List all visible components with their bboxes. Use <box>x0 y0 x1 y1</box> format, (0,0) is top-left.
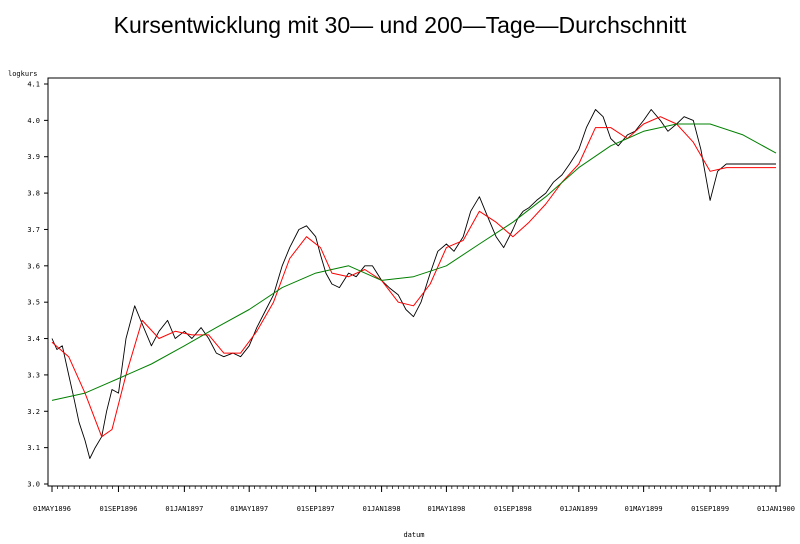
x-tick-label: 01JAN1900 <box>757 505 795 513</box>
y-axis-label: logkurs <box>8 70 38 78</box>
y-tick-label: 3.8 <box>27 190 40 198</box>
y-tick-label: 4.0 <box>27 117 40 125</box>
x-tick-label: 01MAY1896 <box>33 505 71 513</box>
plot-frame <box>47 77 781 487</box>
y-tick-label: 3.7 <box>27 226 40 234</box>
y-tick-label: 3.4 <box>27 335 40 343</box>
x-tick-label: 01JAN1898 <box>363 505 401 513</box>
x-tick-label: 01JAN1897 <box>165 505 203 513</box>
y-tick-label: 3.1 <box>27 444 40 452</box>
y-tick-label: 3.9 <box>27 153 40 161</box>
y-tick-label: 3.0 <box>27 481 40 489</box>
y-tick-label: 3.2 <box>27 408 40 416</box>
x-tick-label: 01MAY1898 <box>427 505 465 513</box>
x-axis: 01MAY1896 01SEP1896 01JAN1897 01MAY1897 01SE… <box>33 486 795 513</box>
y-tick-label: 4.1 <box>27 81 40 89</box>
x-tick-label: 01SEP1898 <box>494 505 532 513</box>
y-tick-label: 3.6 <box>27 262 40 270</box>
y-axis: 3.0 3.1 3.2 3.3 3.4 3.5 3.6 3.7 3.8 3.9 4.0 4.1 <box>27 81 48 489</box>
x-tick-label: 01SEP1896 <box>99 505 137 513</box>
x-tick-label: 01MAY1897 <box>230 505 268 513</box>
chart-title: Kursentwicklung mit 30— und 200—Tage—Dur… <box>113 12 687 38</box>
x-tick-label: 01JAN1899 <box>560 505 598 513</box>
y-tick-label: 3.3 <box>27 371 40 379</box>
price-line <box>51 109 776 459</box>
moving-average-30-line <box>51 116 776 438</box>
x-tick-label: 01SEP1897 <box>297 505 335 513</box>
x-axis-label: datum <box>403 531 424 539</box>
series-group <box>51 109 777 459</box>
x-tick-label: 01MAY1899 <box>625 505 663 513</box>
moving-average-200-line <box>51 123 777 401</box>
x-tick-label: 01SEP1899 <box>691 505 729 513</box>
y-tick-label: 3.5 <box>27 299 40 307</box>
